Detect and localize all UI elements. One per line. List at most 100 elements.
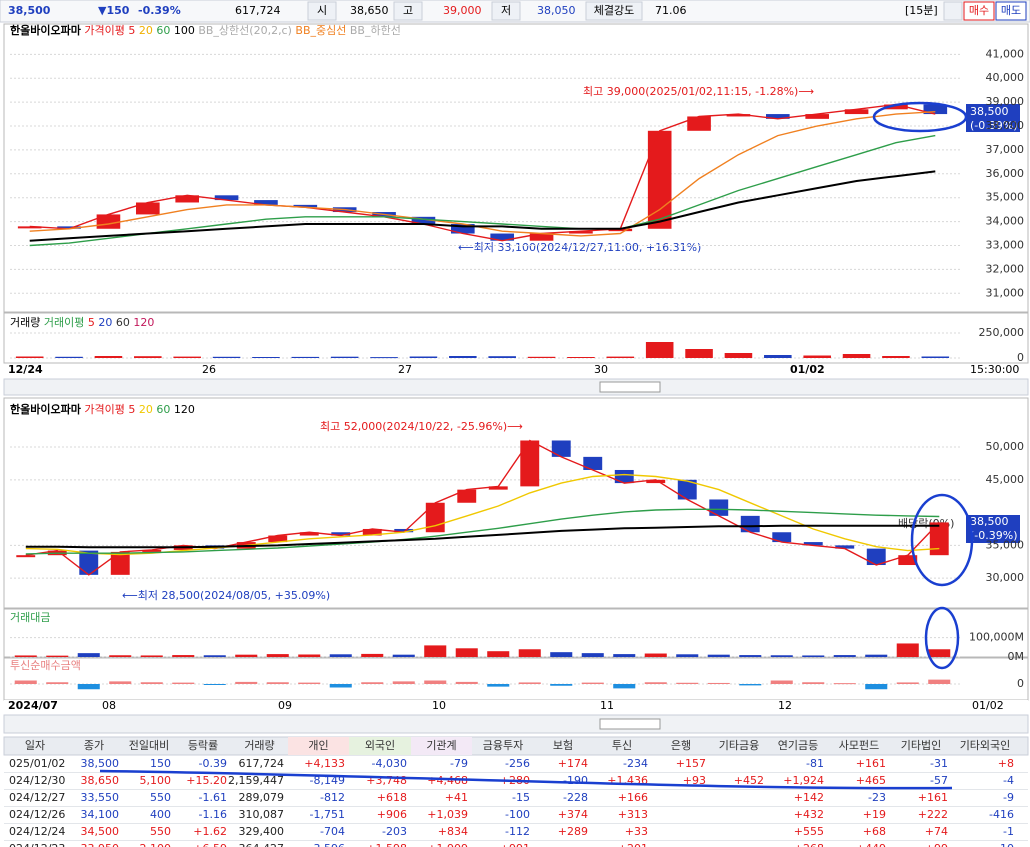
header-cell (349, 737, 411, 755)
bar (581, 682, 604, 684)
candle (646, 479, 666, 484)
table-cell: 38,650 (81, 774, 120, 787)
table-cell: -256 (505, 757, 530, 770)
bar (252, 357, 280, 358)
y-tick-label: 37,000 (986, 143, 1025, 156)
bar (802, 655, 825, 657)
x-label: 2024/07 (8, 699, 58, 712)
table-cell: 33,950 (81, 842, 120, 847)
table-cell: 400 (150, 808, 171, 821)
bar (724, 353, 753, 358)
table-cell: 2,100 (140, 842, 172, 847)
current-price-box (966, 104, 1020, 132)
ma-line (25, 524, 940, 549)
bar (235, 654, 258, 657)
bar (487, 684, 510, 687)
table-cell: +8 (998, 757, 1014, 770)
candle (394, 528, 414, 533)
candle (677, 479, 697, 500)
label-box (491, 1, 521, 21)
candle (488, 486, 508, 490)
current-price: 38,500 (970, 515, 1009, 528)
table-cell: +1,039 (427, 808, 468, 821)
candle (17, 226, 42, 229)
strength: 71.06 (655, 4, 687, 17)
toolbar[interactable] (3, 714, 1029, 734)
table-cell: -228 (563, 791, 588, 804)
low: 38,050 (537, 4, 576, 17)
column-header: 기타법인 (901, 739, 941, 752)
bar (613, 654, 636, 657)
bar (606, 356, 635, 358)
bar (613, 684, 636, 689)
bar (550, 652, 573, 657)
table-cell: -3,596 (310, 842, 345, 847)
table-cell: -57 (930, 774, 948, 787)
y-tick-label: 0M (1008, 650, 1025, 663)
table-cell: 364,427 (239, 842, 285, 847)
x-label: 30 (594, 363, 608, 376)
hand-drawn-marks (99, 101, 974, 790)
ma-line (25, 439, 940, 576)
y-tick-label: 45,000 (986, 473, 1025, 486)
y-tick-label: 50,000 (986, 440, 1025, 453)
candle (805, 114, 829, 119)
bar (527, 356, 556, 358)
bar (488, 356, 516, 358)
ma-line (25, 473, 940, 556)
table-cell: +99 (925, 842, 948, 847)
bar (645, 342, 674, 358)
ma-line (29, 103, 936, 242)
candle (362, 528, 382, 536)
bar (55, 356, 83, 358)
bar (676, 682, 699, 684)
bar (707, 682, 730, 684)
annotation: ⟵최저 28,500(2024/08/05, +35.09%) (122, 589, 330, 602)
y-tick-label: 36,000 (986, 167, 1025, 180)
sell-label[interactable]: 매도 (1001, 4, 1021, 17)
candle (451, 223, 475, 234)
table-cell: 024/12/24 (9, 825, 65, 838)
sell-button[interactable] (995, 1, 1027, 21)
table-cell: -23 (868, 791, 886, 804)
scroll-slider[interactable] (599, 718, 661, 730)
y-tick-label: 33,000 (986, 238, 1025, 251)
y-tick-label: 31,000 (986, 286, 1025, 299)
column-header: 기타금융 (719, 739, 759, 752)
open-label: 시 (317, 4, 327, 17)
label-box (393, 1, 423, 21)
y-tick-label: 35,000 (986, 191, 1025, 204)
buy-button[interactable] (963, 1, 995, 21)
table-cell: -704 (320, 825, 345, 838)
bar (329, 654, 352, 657)
buy-label[interactable]: 매수 (969, 4, 989, 17)
table-cell: +555 (794, 825, 824, 838)
candle (529, 233, 554, 241)
toolbar[interactable] (3, 378, 1029, 396)
candle (214, 195, 239, 201)
table-cell: -4,030 (372, 757, 407, 770)
annotation: 최고 39,000(2025/01/02,11:15, -1.28%)⟶ (583, 85, 814, 98)
table-cell: +222 (918, 808, 948, 821)
table-cell: -112 (505, 825, 530, 838)
bar (842, 354, 871, 358)
y-tick-label: 30,000 (986, 571, 1025, 584)
time-label: 15:30:00 (970, 363, 1019, 376)
ma-line (29, 170, 936, 242)
table-cell: +1,598 (366, 842, 407, 847)
bar (928, 679, 951, 684)
interval[interactable]: [15분] (905, 4, 938, 17)
candle (929, 522, 949, 556)
settings-button[interactable] (943, 1, 963, 21)
table-cell: 025/01/02 (9, 757, 65, 770)
high-label: 고 (403, 4, 413, 17)
column-header: 종가 (84, 739, 104, 752)
table-cell: 34,500 (81, 825, 120, 838)
candle (923, 104, 948, 115)
column-header: 거래량 (244, 739, 274, 752)
bar (46, 655, 69, 657)
candle (835, 545, 855, 549)
bar (518, 682, 541, 684)
column-header: 기타외국인 (960, 739, 1011, 752)
scroll-slider[interactable] (599, 381, 661, 393)
